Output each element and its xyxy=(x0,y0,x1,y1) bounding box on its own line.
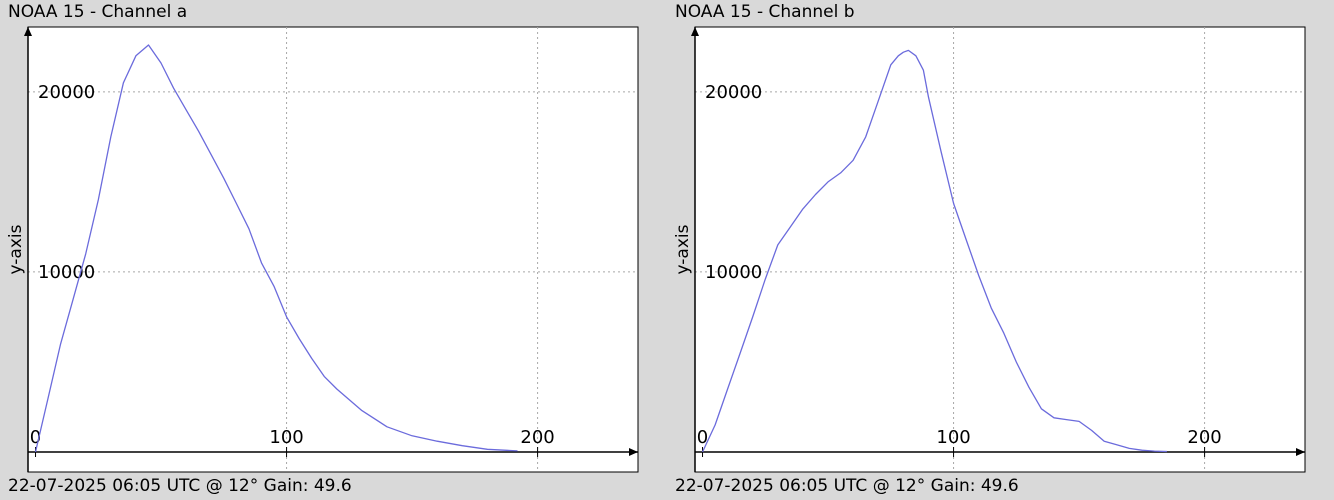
series-line xyxy=(34,44,518,453)
y-tick-label: 10000 xyxy=(705,262,762,283)
x-tick-label: 200 xyxy=(520,427,554,448)
y-axis-arrow xyxy=(691,27,699,36)
x-tick-label: 0 xyxy=(697,427,708,448)
x-tick-label: 100 xyxy=(269,427,303,448)
chart-title: NOAA 15 - Channel b xyxy=(675,2,855,22)
chart-footer: 22-07-2025 06:05 UTC @ 12° Gain: 49.6 xyxy=(675,476,1019,496)
y-axis-label: y-axis xyxy=(673,224,693,274)
x-axis-arrow xyxy=(629,448,638,456)
plot-area xyxy=(27,26,639,473)
x-axis-arrow xyxy=(1296,448,1305,456)
plot-area xyxy=(694,26,1306,473)
y-axis-arrow xyxy=(24,27,32,36)
series-line xyxy=(701,49,1167,453)
chart-title: NOAA 15 - Channel a xyxy=(8,2,188,22)
chart-plot: 0 100 200 10000 20000 y-axis xyxy=(673,26,1306,473)
y-tick-label: 20000 xyxy=(38,82,95,103)
y-tick-label: 20000 xyxy=(705,82,762,103)
x-tick-label: 100 xyxy=(936,427,970,448)
chart-plot: 0 100 200 10000 20000 y-axis xyxy=(6,26,639,473)
chart-footer: 22-07-2025 06:05 UTC @ 12° Gain: 49.6 xyxy=(8,476,352,496)
chart-panel-channel-a: NOAA 15 - Channel a 0 100 200 10000 20000 y-a… xyxy=(6,2,639,496)
y-axis-label: y-axis xyxy=(6,224,26,274)
y-tick-label: 10000 xyxy=(38,262,95,283)
x-tick-label: 0 xyxy=(30,427,41,448)
chart-panel-channel-b: NOAA 15 - Channel b 0 100 200 10000 20000 y-a… xyxy=(667,0,1334,500)
x-tick-label: 200 xyxy=(1187,427,1221,448)
